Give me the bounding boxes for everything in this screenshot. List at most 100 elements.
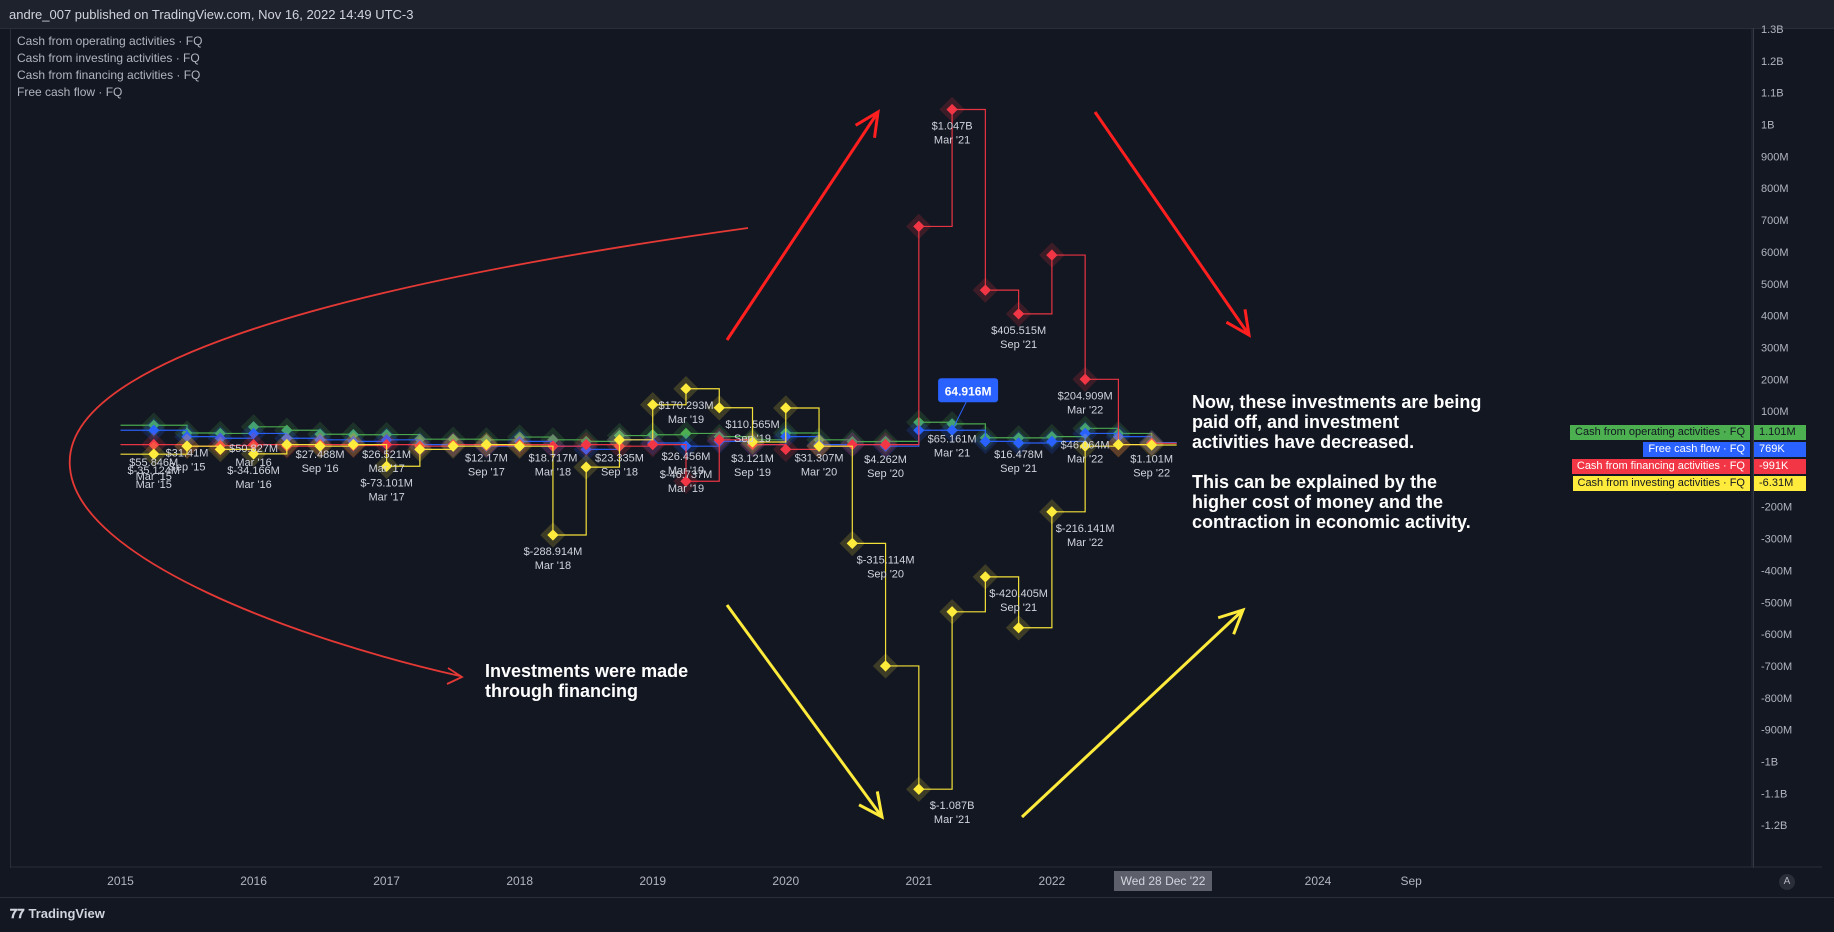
data-point (281, 438, 293, 451)
data-point (181, 430, 193, 443)
y-tick-label: 300M (1761, 342, 1789, 354)
y-tick-label: -700M (1761, 661, 1792, 673)
data-point (680, 383, 692, 395)
data-point (780, 402, 792, 414)
data-label: $-315.114M (857, 554, 915, 566)
series-legend: Cash from operating activities · FQ Cash… (17, 33, 202, 101)
data-label-date: Mar '21 (934, 447, 970, 459)
legend-item-operating[interactable]: Cash from operating activities · FQ (17, 34, 203, 48)
data-point (347, 438, 360, 451)
data-point (247, 448, 260, 460)
badge-series-name: Cash from investing activities · FQ (1572, 476, 1750, 491)
data-label: $16.478M (994, 449, 1043, 461)
data-point (547, 529, 559, 541)
data-label: $-288.914M (524, 546, 583, 558)
data-label-date: Sep '18 (601, 466, 638, 478)
data-label: $65.161M (928, 433, 977, 445)
data-label-date: Mar '15 (136, 479, 172, 491)
y-tick-label: -200M (1761, 502, 1792, 514)
data-point (713, 402, 725, 414)
x-tick-label: 2021 (905, 874, 932, 888)
data-point (181, 440, 193, 452)
data-point (979, 571, 992, 583)
data-point (480, 438, 493, 451)
data-label: $-34.166M (227, 465, 280, 477)
data-point (1079, 427, 1091, 440)
highlight-bubble (938, 378, 999, 403)
data-point (347, 429, 360, 441)
data-label: $50.827M (229, 443, 278, 455)
crosshair-date-label: Wed 28 Dec '22 (1114, 871, 1212, 891)
red-arrow-down (1093, 111, 1251, 336)
data-label-date: Mar '21 (934, 135, 970, 147)
data-label: $110.565M (725, 419, 779, 431)
legend-item-fcf[interactable]: Free cash flow · FQ (17, 85, 123, 99)
data-label: $1.101M (1130, 454, 1173, 466)
y-tick-label: 1.2B (1761, 56, 1784, 68)
data-label-date: Mar '19 (668, 414, 704, 426)
data-label: $-35.124M (127, 465, 180, 477)
y-tick-label: 600M (1761, 247, 1789, 259)
data-point (879, 660, 892, 672)
data-point (1112, 438, 1125, 451)
data-point (1012, 622, 1025, 634)
data-label: $27.488M (296, 449, 345, 461)
data-label-date: Mar '22 (1067, 537, 1103, 549)
legend-item-financing[interactable]: Cash from financing activities · FQ (17, 68, 201, 82)
data-label-date: Mar '22 (1067, 453, 1103, 465)
data-label: $-1.087B (930, 800, 975, 812)
y-tick-label: -1.1B (1761, 788, 1787, 800)
data-point (1079, 440, 1091, 452)
data-point (214, 432, 226, 444)
y-tick-label: 500M (1761, 279, 1789, 291)
data-point (1012, 437, 1025, 449)
data-point (680, 475, 692, 487)
legend-item-investing[interactable]: Cash from investing activities · FQ (17, 51, 200, 65)
data-point (946, 418, 958, 430)
data-point (580, 438, 592, 451)
data-point (580, 461, 592, 473)
data-label-date: Sep '19 (734, 467, 771, 479)
data-label-date: Sep '22 (1133, 468, 1170, 480)
data-point (746, 436, 759, 448)
y-tick-label: 1.3B (1761, 24, 1784, 36)
data-label-date: Sep '16 (302, 463, 339, 475)
annotation-right: Now, these investments are being paid off… (1192, 392, 1482, 532)
yellow-arrow-up (1020, 608, 1245, 819)
auto-scale-button[interactable]: A (1779, 874, 1795, 890)
data-point (414, 443, 426, 456)
chart-pane[interactable] (10, 28, 1754, 868)
data-label-date: Mar '22 (1067, 404, 1103, 416)
data-point (780, 443, 792, 456)
brand-label: TradingView (28, 906, 105, 921)
x-tick-label: 2020 (772, 874, 799, 888)
y-tick-label: -400M (1761, 565, 1792, 577)
highlight-bubble-label: 64.916M (945, 384, 992, 398)
data-label-date: Mar '19 (668, 483, 704, 495)
data-label-date: Sep '15 (169, 462, 206, 474)
data-label-date: Sep '21 (1000, 339, 1037, 351)
y-tick-label: -300M (1761, 534, 1792, 546)
data-point (813, 440, 825, 452)
badge-series-name: Cash from financing activities · FQ (1571, 459, 1750, 474)
y-tick-label: -600M (1761, 629, 1792, 641)
data-point (1046, 506, 1058, 518)
data-label-date: Mar '15 (136, 471, 172, 483)
x-tick-label: Sep (1400, 874, 1422, 888)
tradingview-brand: 𝟕𝟕 TradingView (10, 906, 105, 922)
data-label-date: Mar '16 (235, 479, 271, 491)
y-tick-label: 700M (1761, 215, 1789, 227)
y-tick-label: 1B (1761, 120, 1774, 132)
data-label: $31.307M (795, 452, 844, 464)
data-point (247, 421, 260, 433)
publish-header: andre_007 published on TradingView.com, … (0, 0, 1834, 29)
data-label: $23.335M (595, 452, 644, 464)
badge-series-value: 1.101M (1754, 425, 1806, 440)
data-point (1046, 249, 1058, 261)
data-label-date: Mar '17 (368, 491, 404, 503)
data-point (281, 432, 293, 444)
data-label: $3.121M (731, 453, 774, 465)
data-point (380, 460, 393, 472)
data-label: $-46.737M (660, 469, 713, 481)
